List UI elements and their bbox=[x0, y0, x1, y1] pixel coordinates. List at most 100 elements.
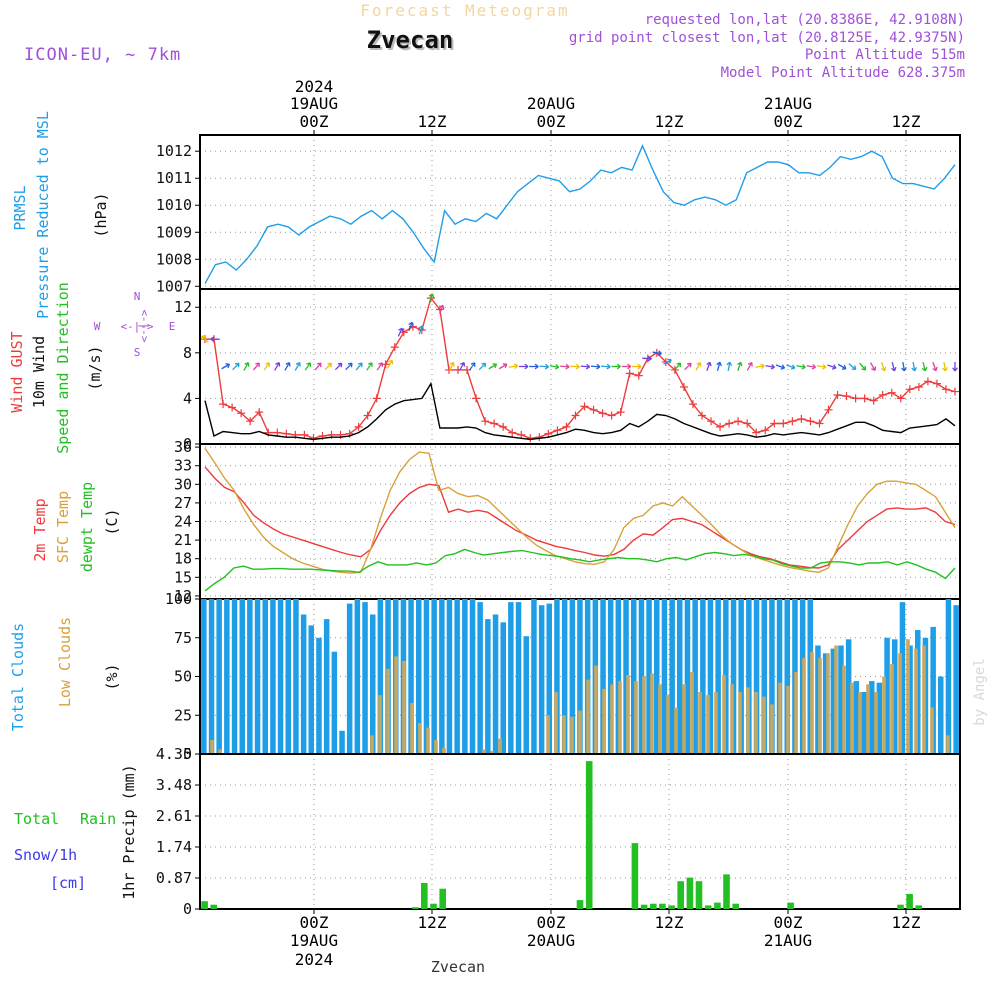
bar-secondary bbox=[698, 692, 702, 754]
top-date-label: 20AUG bbox=[527, 94, 575, 113]
gust-marker bbox=[833, 390, 842, 399]
gust-marker bbox=[770, 419, 779, 428]
bar-primary bbox=[714, 902, 721, 909]
bar-primary bbox=[659, 903, 666, 909]
pressure-panel-labels: PRMSL Pressure Reduced to MSL (hPa) bbox=[11, 111, 110, 319]
bar-primary bbox=[421, 883, 428, 909]
series-line bbox=[204, 548, 956, 592]
bar-primary bbox=[408, 599, 414, 754]
top-date-label: 21AUG bbox=[764, 94, 812, 113]
gridpoint-coords: grid point closest lon,lat (20.8125E, 42… bbox=[569, 30, 965, 46]
plot-area: 1007100810091010101110120481212151821242… bbox=[156, 130, 961, 918]
wind-arrow-head bbox=[524, 363, 529, 370]
gust-marker bbox=[806, 417, 815, 426]
wind-arrow-head bbox=[942, 367, 948, 372]
bar-secondary bbox=[890, 664, 894, 754]
wind-arrow-head bbox=[861, 365, 867, 371]
y-tick-label: 75 bbox=[174, 629, 192, 647]
bar-secondary bbox=[626, 675, 630, 754]
wind-arrow-head bbox=[565, 363, 570, 370]
bar-primary bbox=[554, 599, 560, 754]
gust-marker bbox=[589, 405, 598, 414]
gust-marker bbox=[444, 365, 453, 374]
bar-primary bbox=[354, 599, 361, 754]
wind-arrow-head bbox=[347, 362, 353, 368]
wind-arrow-head bbox=[201, 335, 206, 341]
bar-secondary bbox=[738, 692, 742, 754]
wind-arrow bbox=[439, 305, 444, 314]
wind-arrow-head bbox=[687, 362, 692, 368]
wind-arrow bbox=[642, 357, 652, 360]
bar-primary bbox=[915, 905, 923, 909]
gust-marker bbox=[255, 408, 264, 417]
bar-primary bbox=[723, 599, 729, 754]
wind-arrow bbox=[355, 362, 363, 371]
top-time-axis: 2024 19AUG 20AUG 21AUG 00Z 12Z 00Z 12Z 0… bbox=[290, 77, 921, 131]
gust-marker bbox=[381, 360, 390, 369]
low-cloud-label: Low Clouds bbox=[56, 617, 74, 707]
bar-secondary bbox=[482, 749, 486, 754]
gust-marker bbox=[923, 377, 932, 386]
wind-arrow bbox=[684, 362, 692, 371]
precip-panel: 0 0.87 1.74 2.61 3.48 4.35 bbox=[156, 745, 961, 918]
gust-marker bbox=[779, 419, 788, 428]
bar-secondary bbox=[930, 707, 934, 754]
bar-primary bbox=[224, 599, 230, 754]
wind-arrow bbox=[488, 363, 497, 370]
wind-arrow-head bbox=[534, 363, 539, 370]
bar-secondary bbox=[210, 740, 214, 754]
y-tick-label: 1009 bbox=[156, 223, 192, 241]
wind-arrow bbox=[912, 361, 916, 372]
gust-marker bbox=[634, 371, 643, 380]
bar-primary bbox=[686, 877, 694, 909]
bar-primary bbox=[669, 599, 675, 754]
bar-secondary bbox=[882, 676, 886, 754]
bar-primary bbox=[439, 599, 445, 754]
bar-secondary bbox=[946, 735, 950, 754]
y-tick-label: 1012 bbox=[156, 142, 192, 160]
bar-secondary bbox=[434, 740, 438, 754]
top-tick-label: 00Z bbox=[774, 112, 803, 131]
bar-primary bbox=[695, 881, 703, 909]
wind-arrow-head bbox=[408, 321, 414, 327]
bar-primary bbox=[201, 599, 207, 754]
bar-primary bbox=[469, 599, 476, 754]
wind-arrow bbox=[806, 365, 816, 368]
gust-marker bbox=[508, 428, 517, 437]
bar-primary bbox=[677, 881, 684, 909]
y-tick-label: 30 bbox=[174, 475, 192, 493]
wind-arrow bbox=[775, 364, 785, 369]
wind-arrow-head bbox=[210, 336, 215, 343]
wind-arrow bbox=[334, 362, 343, 371]
wind-arrow bbox=[418, 325, 423, 335]
bar-secondary bbox=[410, 702, 414, 754]
temp-panel-labels: 2m Temp SFC Temp dewpt Temp (C) bbox=[31, 482, 121, 572]
wind-arrow-head bbox=[780, 364, 786, 370]
precip-unit: 1hr Precip (mm) bbox=[120, 764, 138, 899]
bar-secondary bbox=[218, 749, 222, 754]
bar-secondary bbox=[914, 648, 918, 754]
bar-primary bbox=[638, 599, 645, 754]
gust-marker bbox=[607, 411, 616, 420]
bar-primary bbox=[576, 900, 584, 909]
wind-arrow-head bbox=[770, 363, 775, 370]
bar-primary bbox=[584, 599, 591, 754]
bar-secondary bbox=[586, 679, 590, 754]
wind-arrow bbox=[737, 362, 742, 371]
gust-marker bbox=[363, 411, 372, 420]
footer-location: Zvecan bbox=[431, 958, 485, 976]
wind-arrow-head bbox=[880, 366, 887, 372]
wind-arrow-head bbox=[911, 367, 918, 372]
bottom-tick-label: 12Z bbox=[655, 913, 684, 932]
pressure-label: PRMSL bbox=[11, 185, 29, 230]
bottom-tick-label: 00Z bbox=[774, 913, 803, 932]
wind-arrow-head bbox=[627, 363, 632, 370]
y-tick-label: 8 bbox=[183, 344, 192, 362]
bar-primary bbox=[316, 637, 322, 755]
bar-primary bbox=[953, 605, 959, 754]
bar-secondary bbox=[442, 747, 446, 754]
bar-primary bbox=[830, 648, 837, 754]
bar-primary bbox=[561, 599, 568, 754]
bar-primary bbox=[899, 602, 906, 754]
